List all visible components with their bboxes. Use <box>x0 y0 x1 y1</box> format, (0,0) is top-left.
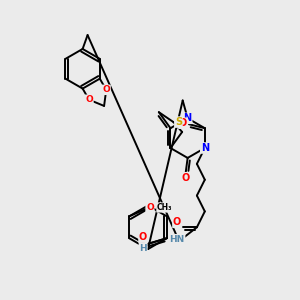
Text: N: N <box>184 113 192 123</box>
Text: N: N <box>201 143 209 153</box>
Text: S: S <box>175 117 182 127</box>
Text: O: O <box>139 232 147 242</box>
Text: CH₃: CH₃ <box>157 203 172 212</box>
Text: O: O <box>179 118 187 128</box>
Text: O: O <box>102 85 110 94</box>
Text: HN: HN <box>169 235 185 244</box>
Text: O: O <box>146 203 154 212</box>
Text: H: H <box>139 244 147 253</box>
Text: O: O <box>182 173 190 183</box>
Text: O: O <box>85 95 93 104</box>
Text: O: O <box>173 217 181 227</box>
